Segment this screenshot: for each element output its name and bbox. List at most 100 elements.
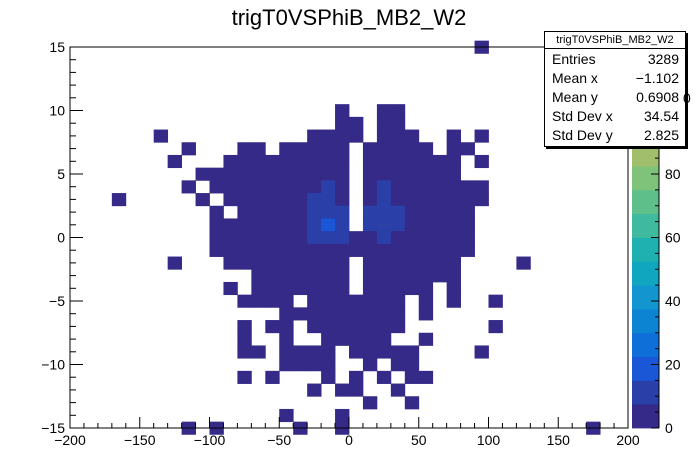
heatmap-cell xyxy=(376,281,392,296)
heatmap-cell xyxy=(321,180,336,194)
heatmap-cell xyxy=(307,243,322,257)
heatmap-cell xyxy=(446,167,461,181)
heatmap-cell xyxy=(209,218,224,232)
heatmap-cell xyxy=(362,281,378,296)
heatmap-cell xyxy=(265,281,280,296)
heatmap-cell xyxy=(404,167,420,181)
heatmap-cell xyxy=(251,193,266,207)
heatmap-cell xyxy=(460,231,475,245)
heatmap-cell xyxy=(237,370,252,384)
heatmap-cell xyxy=(460,205,475,219)
heatmap-cell xyxy=(265,320,280,334)
heatmap-cell xyxy=(460,243,475,257)
heatmap-cell xyxy=(279,142,294,156)
heatmap-cell xyxy=(376,231,392,245)
heatmap-cell xyxy=(390,320,406,334)
heatmap-cell xyxy=(279,243,294,257)
stats-label: Mean x xyxy=(552,70,598,86)
heatmap-cell xyxy=(321,281,336,296)
heatmap-cell xyxy=(209,167,224,181)
stats-row-mean-x: Mean x −1.102 xyxy=(545,69,685,88)
heatmap-cell xyxy=(474,193,489,207)
heatmap-cell xyxy=(404,218,420,232)
heatmap-cell xyxy=(446,218,461,232)
heatmap-cell xyxy=(279,205,294,219)
y-tick-label: −10 xyxy=(41,357,65,373)
heatmap-cell xyxy=(390,269,406,283)
heatmap-cell xyxy=(251,243,266,257)
heatmap-cell xyxy=(376,320,392,334)
colorbar-segment xyxy=(632,166,659,191)
colorbar-segment xyxy=(632,356,659,381)
x-tick-label: 100 xyxy=(477,432,501,448)
heatmap-cell xyxy=(237,294,252,308)
heatmap-cell xyxy=(279,180,294,194)
heatmap-cell xyxy=(404,180,420,194)
heatmap-cell xyxy=(404,269,420,283)
heatmap-cell xyxy=(181,142,196,156)
heatmap-cell xyxy=(362,180,378,194)
heatmap-cell xyxy=(390,116,406,130)
heatmap-cell xyxy=(349,320,364,334)
heatmap-cell xyxy=(237,345,252,359)
colorbar-segment xyxy=(632,404,659,429)
heatmap-cell xyxy=(404,142,420,156)
heatmap-cell xyxy=(195,167,210,181)
heatmap-cell xyxy=(223,154,238,169)
heatmap-cell xyxy=(223,193,238,207)
heatmap-cell xyxy=(251,281,266,296)
heatmap-cell xyxy=(223,180,238,194)
stats-row-std-dev-y: Std Dev y 2.825 xyxy=(545,126,685,145)
heatmap-cell xyxy=(307,205,322,219)
heatmap-cell xyxy=(376,370,392,384)
heatmap-cell xyxy=(321,154,336,169)
y-tick-label: 0 xyxy=(57,230,65,246)
heatmap-cell xyxy=(223,231,238,245)
heatmap-cell xyxy=(335,294,350,308)
heatmap-cell xyxy=(209,180,224,194)
heatmap-cell xyxy=(321,294,336,308)
x-tick-label: 50 xyxy=(411,432,427,448)
heatmap-cell xyxy=(251,294,266,308)
heatmap-cell xyxy=(279,294,294,308)
heatmap-cell xyxy=(167,154,182,169)
heatmap-cell xyxy=(279,269,294,283)
heatmap-cell xyxy=(307,218,322,232)
heatmap-cell xyxy=(335,269,350,283)
heatmap-cell xyxy=(488,320,503,334)
heatmap-cell xyxy=(251,180,266,194)
heatmap-cell xyxy=(335,193,350,207)
colorbar-segment xyxy=(632,261,659,286)
colorbar-segment xyxy=(632,380,659,405)
heatmap-cell xyxy=(237,180,252,194)
heatmap-cell xyxy=(293,345,308,359)
heatmap-cell xyxy=(279,332,294,346)
heatmap-cell xyxy=(404,205,420,219)
heatmap-cell xyxy=(321,231,336,245)
heatmap-cell xyxy=(376,129,392,143)
heatmap-cell xyxy=(349,332,364,346)
heatmap-cell xyxy=(335,129,350,143)
heatmap-cell xyxy=(418,167,434,181)
heatmap-cell xyxy=(307,358,322,372)
heatmap-cell xyxy=(349,116,364,130)
heatmap-cell xyxy=(307,129,322,143)
z-tick-label: 60 xyxy=(665,230,681,246)
stats-label: Std Dev x xyxy=(552,108,613,124)
heatmap-cell xyxy=(279,218,294,232)
heatmap-cell xyxy=(307,231,322,245)
heatmap-cell xyxy=(404,345,420,359)
heatmap-cell xyxy=(321,269,336,283)
heatmap-cell xyxy=(307,154,322,169)
heatmap-cell xyxy=(446,129,461,143)
colorbar-segment xyxy=(632,189,659,215)
z-tick-label: 40 xyxy=(665,293,681,309)
heatmap-cell xyxy=(432,231,448,245)
heatmap-cell xyxy=(321,218,336,232)
heatmap-cell xyxy=(321,243,336,257)
heatmap-cell xyxy=(404,396,420,410)
heatmap-cell xyxy=(335,281,350,296)
heatmap-cell xyxy=(390,193,406,207)
heatmap-cell xyxy=(446,205,461,219)
y-tick-label: 15 xyxy=(49,39,65,55)
